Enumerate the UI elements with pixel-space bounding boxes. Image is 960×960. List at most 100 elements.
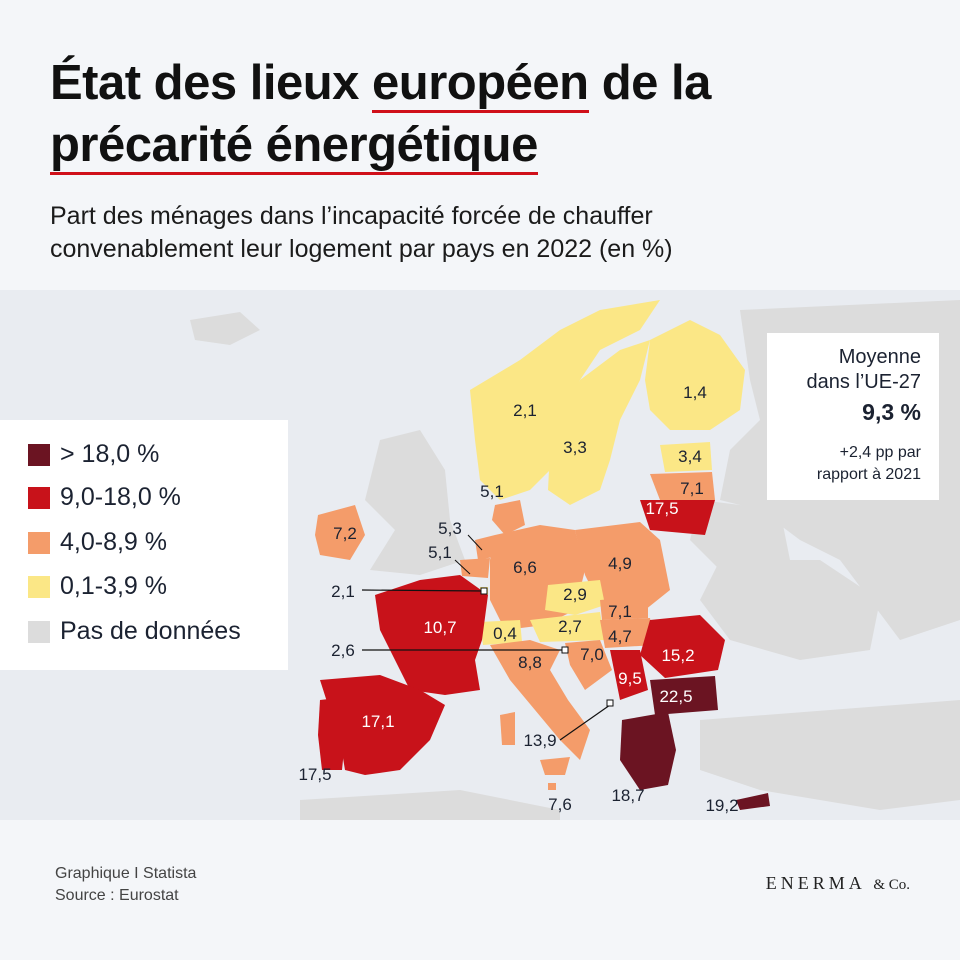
region-france bbox=[375, 575, 488, 695]
region-lithuania bbox=[640, 500, 715, 535]
label-switzerland: 0,4 bbox=[493, 624, 517, 643]
callout-line-albania bbox=[559, 704, 611, 741]
region-czechia bbox=[545, 580, 605, 615]
label-malta: 7,6 bbox=[548, 795, 572, 814]
eu-average-label-1: Moyenne bbox=[838, 346, 921, 368]
region-norway bbox=[470, 300, 660, 500]
region-cyprus bbox=[736, 793, 770, 810]
region-austria bbox=[530, 612, 605, 642]
eu-average-box: Moyenne dans l’UE-27 9,3 % +2,4 pp par r… bbox=[767, 333, 939, 500]
callout-line-netherlands bbox=[467, 534, 483, 551]
region-bulgaria bbox=[650, 676, 718, 715]
callout-line-luxembourg bbox=[361, 589, 485, 592]
region-slovakia bbox=[600, 596, 648, 620]
label-luxembourg: 2,1 bbox=[331, 582, 355, 601]
footer-credits: Graphique I Statista Source : Eurostat bbox=[55, 863, 196, 907]
region-sicily bbox=[540, 757, 570, 775]
label-greece: 18,7 bbox=[611, 786, 644, 805]
label-estonia: 3,4 bbox=[678, 447, 702, 466]
region-denmark bbox=[492, 500, 525, 535]
label-poland: 4,9 bbox=[608, 554, 632, 573]
label-sweden: 3,3 bbox=[563, 438, 587, 457]
label-slovakia: 7,1 bbox=[608, 602, 632, 621]
region-malta bbox=[548, 783, 556, 790]
label-lithuania: 17,5 bbox=[645, 499, 678, 518]
legend-swatch-nodata bbox=[28, 620, 50, 643]
legend-item-0-3: 0,1-3,9 % bbox=[28, 572, 167, 601]
region-latvia bbox=[650, 472, 715, 500]
label-hungary: 4,7 bbox=[608, 627, 632, 646]
legend-label-9-18: 9,0-18,0 % bbox=[60, 483, 181, 511]
label-finland: 1,4 bbox=[683, 383, 707, 402]
eu-average-note-2: rapport à 2021 bbox=[816, 466, 921, 483]
subtitle: Part des ménages dans l’incapacité forcé… bbox=[50, 200, 910, 266]
region-romania bbox=[640, 615, 725, 678]
region-switzerland bbox=[480, 620, 522, 645]
title-highlight-2: précarité énergétique bbox=[50, 118, 538, 175]
region-portugal bbox=[318, 698, 345, 770]
map-legend: > 18,0 % 9,0-18,0 % 4,0-8,9 % 0,1-3,9 % … bbox=[0, 420, 288, 670]
label-slovenia: 7,0 bbox=[580, 645, 604, 664]
label-austria: 2,7 bbox=[558, 617, 582, 636]
region-italy bbox=[490, 640, 590, 760]
nodata-iceland bbox=[190, 312, 260, 345]
title-part2: de la bbox=[588, 56, 712, 110]
legend-swatch-9-18 bbox=[28, 486, 50, 509]
label-france: 10,7 bbox=[423, 618, 456, 637]
label-ireland: 7,2 bbox=[333, 524, 357, 543]
label-belgium: 5,1 bbox=[428, 543, 452, 562]
legend-label-gt18: > 18,0 % bbox=[60, 440, 160, 468]
label-albania: 13,9 bbox=[523, 731, 556, 750]
legend-swatch-0-3 bbox=[28, 575, 50, 598]
nodata-uk bbox=[365, 430, 465, 575]
label-czechia: 2,9 bbox=[563, 585, 587, 604]
legend-item-4-8: 4,0-8,9 % bbox=[28, 528, 167, 557]
brand-suffix: & Co. bbox=[873, 877, 910, 893]
title-part1: État des lieux bbox=[50, 56, 373, 110]
page-title: État des lieux européen de la précarité é… bbox=[50, 52, 930, 176]
label-spain: 17,1 bbox=[361, 712, 394, 731]
label-norway: 2,1 bbox=[513, 401, 537, 420]
nodata-north-africa bbox=[300, 790, 560, 820]
region-hungary bbox=[600, 618, 655, 648]
region-spain bbox=[320, 675, 445, 775]
label-romania: 15,2 bbox=[661, 646, 694, 665]
legend-swatch-4-8 bbox=[28, 531, 50, 554]
brand-name: ENERMA bbox=[765, 873, 865, 893]
label-croatia-callout: 2,6 bbox=[331, 641, 355, 660]
region-sardinia bbox=[500, 712, 515, 745]
region-belgium bbox=[460, 558, 490, 578]
legend-swatch-gt18 bbox=[28, 443, 50, 466]
subtitle-line-2: convenablement leur logement par pays en… bbox=[50, 235, 673, 263]
label-portugal: 17,5 bbox=[298, 765, 331, 784]
subtitle-line-1: Part des ménages dans l’incapacité forcé… bbox=[50, 202, 653, 230]
region-slovenia bbox=[565, 640, 612, 690]
label-italy: 8,8 bbox=[518, 653, 542, 672]
callout-marker-albania bbox=[606, 699, 614, 707]
footer-source-line: Source : Eurostat bbox=[55, 887, 179, 904]
title-highlight-1: européen bbox=[372, 56, 589, 113]
label-denmark: 5,1 bbox=[480, 482, 504, 501]
callout-marker-luxembourg bbox=[480, 587, 488, 595]
label-serbia: 9,5 bbox=[618, 669, 642, 688]
legend-label-0-3: 0,1-3,9 % bbox=[60, 572, 168, 600]
footer-credit-line: Graphique I Statista bbox=[55, 865, 197, 882]
label-latvia: 7,1 bbox=[680, 479, 704, 498]
label-germany: 6,6 bbox=[513, 558, 537, 577]
legend-item-nodata: Pas de données bbox=[28, 617, 241, 646]
region-greece bbox=[620, 712, 676, 790]
region-finland bbox=[645, 320, 745, 430]
label-netherlands: 5,3 bbox=[438, 519, 462, 538]
legend-label-nodata: Pas de données bbox=[60, 617, 241, 645]
callout-marker-croatia bbox=[561, 646, 569, 654]
nodata-turkey bbox=[700, 700, 960, 810]
legend-label-4-8: 4,0-8,9 % bbox=[60, 528, 168, 556]
region-ireland bbox=[315, 505, 365, 560]
eu-average-label-2: dans l’UE-27 bbox=[806, 371, 921, 393]
callout-line-belgium bbox=[454, 559, 471, 575]
label-cyprus: 19,2 bbox=[705, 796, 738, 815]
nodata-belarus bbox=[690, 500, 790, 570]
eu-average-value: 9,3 % bbox=[862, 399, 921, 425]
region-serbia bbox=[610, 650, 648, 700]
label-bulgaria: 22,5 bbox=[659, 687, 692, 706]
